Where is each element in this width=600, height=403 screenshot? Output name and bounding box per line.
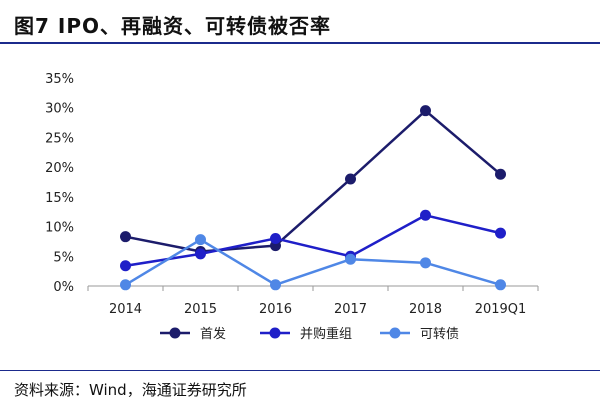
y-tick-label: 5% (53, 250, 74, 265)
legend-swatch-marker (169, 327, 181, 339)
data-point (495, 279, 506, 291)
data-point (120, 279, 131, 291)
legend-label: 并购重组 (300, 326, 352, 342)
legend-label: 可转债 (420, 327, 459, 342)
series-line (125, 109, 502, 253)
data-point (120, 231, 131, 243)
data-point (195, 248, 206, 260)
y-axis: 0% 5% 10% 15% 20% 25% 30% 35% (45, 72, 74, 295)
chart-area: 0% 5% 10% 15% 20% 25% 30% 35% 2014 2015 2016 2017 2… (0, 46, 600, 366)
y-tick-label: 35% (45, 72, 74, 87)
legend-item: 并购重组 (260, 326, 352, 342)
legend-swatch-marker (269, 327, 281, 339)
source-divider (0, 370, 600, 371)
data-point (420, 257, 431, 269)
x-axis: 2014 2015 2016 2017 2018 2019Q1 (87, 285, 539, 317)
series-1 (120, 209, 506, 272)
legend-item: 可转债 (380, 327, 459, 342)
line-chart: 0%5%10%15%20%25%30%35% 2014 2015 2016 2017 2… (45, 72, 539, 342)
legend-swatch-marker (389, 327, 401, 339)
legend-item: 首发 (160, 326, 226, 342)
source-note: 资料来源：Wind，海通证券研究所 (14, 381, 247, 399)
data-point (495, 168, 506, 180)
x-tick-label: 2018 (409, 302, 442, 317)
x-tick-label: 2019Q1 (475, 302, 527, 317)
data-point (345, 253, 356, 265)
y-tick-label: 0% (53, 280, 74, 295)
series-line (125, 214, 501, 268)
data-point (495, 227, 506, 239)
series-layer (120, 105, 506, 291)
series-line (124, 238, 501, 287)
data-point (345, 173, 356, 185)
series-0 (120, 105, 506, 258)
data-point (270, 279, 281, 291)
y-tick-label: 15% (45, 191, 74, 206)
data-point (420, 105, 431, 117)
legend-label: 首发 (200, 326, 226, 342)
y-tick-label: 20% (45, 161, 74, 176)
x-tick-label: 2016 (259, 302, 292, 317)
data-point (120, 260, 131, 272)
data-point (420, 209, 431, 221)
figure-header: 图7 IPO、再融资、可转债被否率 (0, 0, 600, 44)
series-2 (120, 234, 506, 291)
figure-title: 图7 IPO、再融资、可转债被否率 (14, 14, 331, 38)
x-tick-label: 2017 (334, 302, 367, 317)
y-tick-label: 10% (45, 221, 74, 236)
x-tick-label: 2015 (184, 302, 217, 317)
data-point (270, 232, 281, 244)
x-tick-label: 2014 (109, 302, 142, 317)
y-tick-label: 25% (45, 131, 74, 146)
y-tick-label: 30% (45, 102, 74, 117)
data-point (195, 234, 206, 246)
legend: 首发 并购重组 可转债 (160, 326, 459, 342)
